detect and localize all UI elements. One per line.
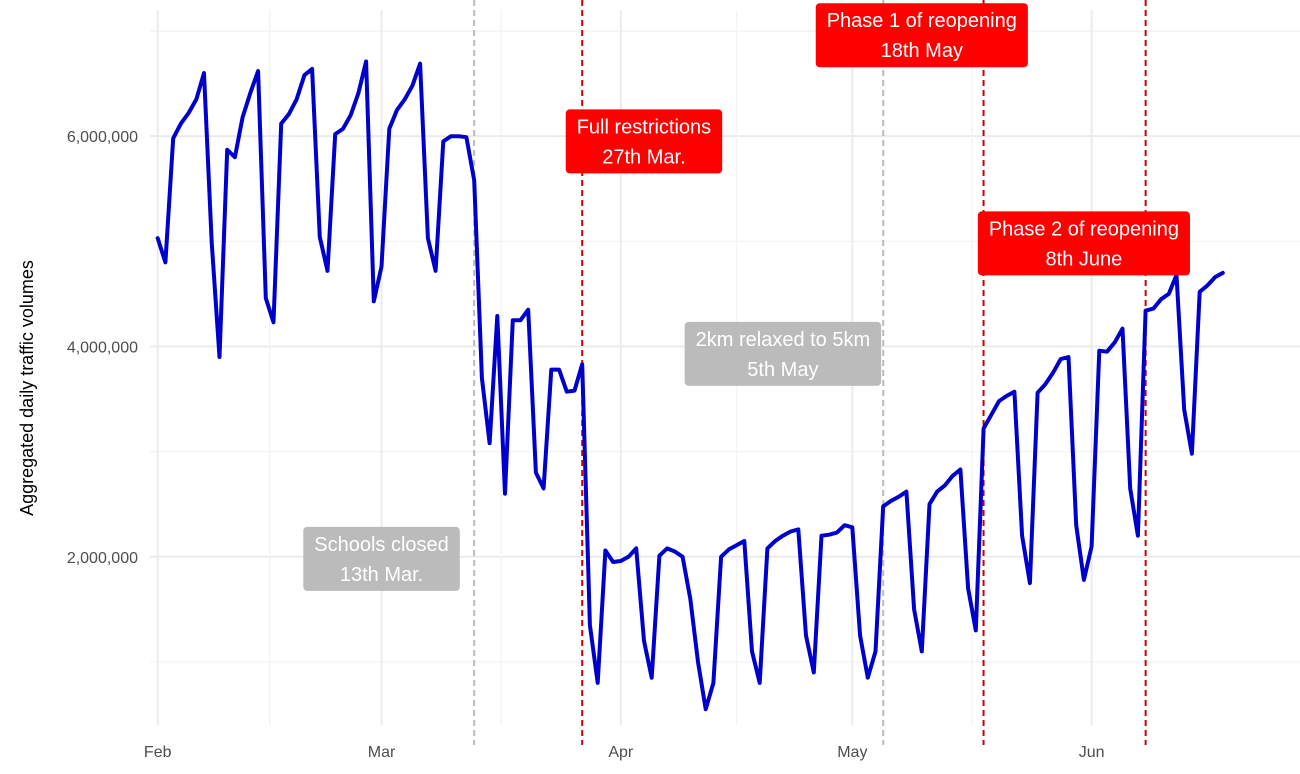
annotation-text: 27th Mar. <box>602 146 685 168</box>
x-tick-label: Feb <box>144 744 172 761</box>
annotation-label: Full restrictions 27th Mar. <box>565 109 723 174</box>
annotation-label: 2km relaxed to 5km 5th May <box>684 321 882 386</box>
y-tick-label: 2,000,000 <box>67 550 138 567</box>
series-layer <box>155 59 1225 712</box>
y-axis-title: Aggregated daily traffic volumes <box>17 260 37 516</box>
annotation-label: Phase 1 of reopening 18th May <box>815 3 1028 68</box>
x-tick-label: May <box>837 744 867 761</box>
annotation-box <box>815 3 1028 68</box>
annotation-text: 18th May <box>881 40 963 62</box>
x-tick-label: Mar <box>368 744 396 761</box>
annotations-layer: Schools closed 13th Mar. Full restrictions… <box>303 3 1190 591</box>
annotation-label: Schools closed 13th Mar. <box>303 526 460 591</box>
x-tick-label: Apr <box>608 744 634 761</box>
annotation-text: Schools closed <box>314 534 449 556</box>
annotation-text: Phase 2 of reopening <box>989 218 1179 240</box>
annotation-text: 13th Mar. <box>340 564 423 586</box>
annotation-box <box>684 321 882 386</box>
annotation-box <box>303 526 460 591</box>
x-tick-label: Jun <box>1079 744 1105 761</box>
y-tick-label: 6,000,000 <box>67 129 138 146</box>
annotation-text: 2km relaxed to 5km <box>696 329 871 351</box>
annotation-label: Phase 2 of reopening 8th June <box>977 211 1190 276</box>
series-line <box>155 59 1225 712</box>
annotation-text: 5th May <box>747 359 818 381</box>
annotation-box <box>565 109 723 174</box>
annotation-text: Full restrictions <box>577 116 711 138</box>
annotation-text: Phase 1 of reopening <box>827 10 1017 32</box>
annotation-text: 8th June <box>1046 248 1123 270</box>
y-tick-label: 4,000,000 <box>67 339 138 356</box>
annotation-box <box>977 211 1190 276</box>
axis-layer: Aggregated daily traffic volumes 2,000,0… <box>17 129 1105 761</box>
